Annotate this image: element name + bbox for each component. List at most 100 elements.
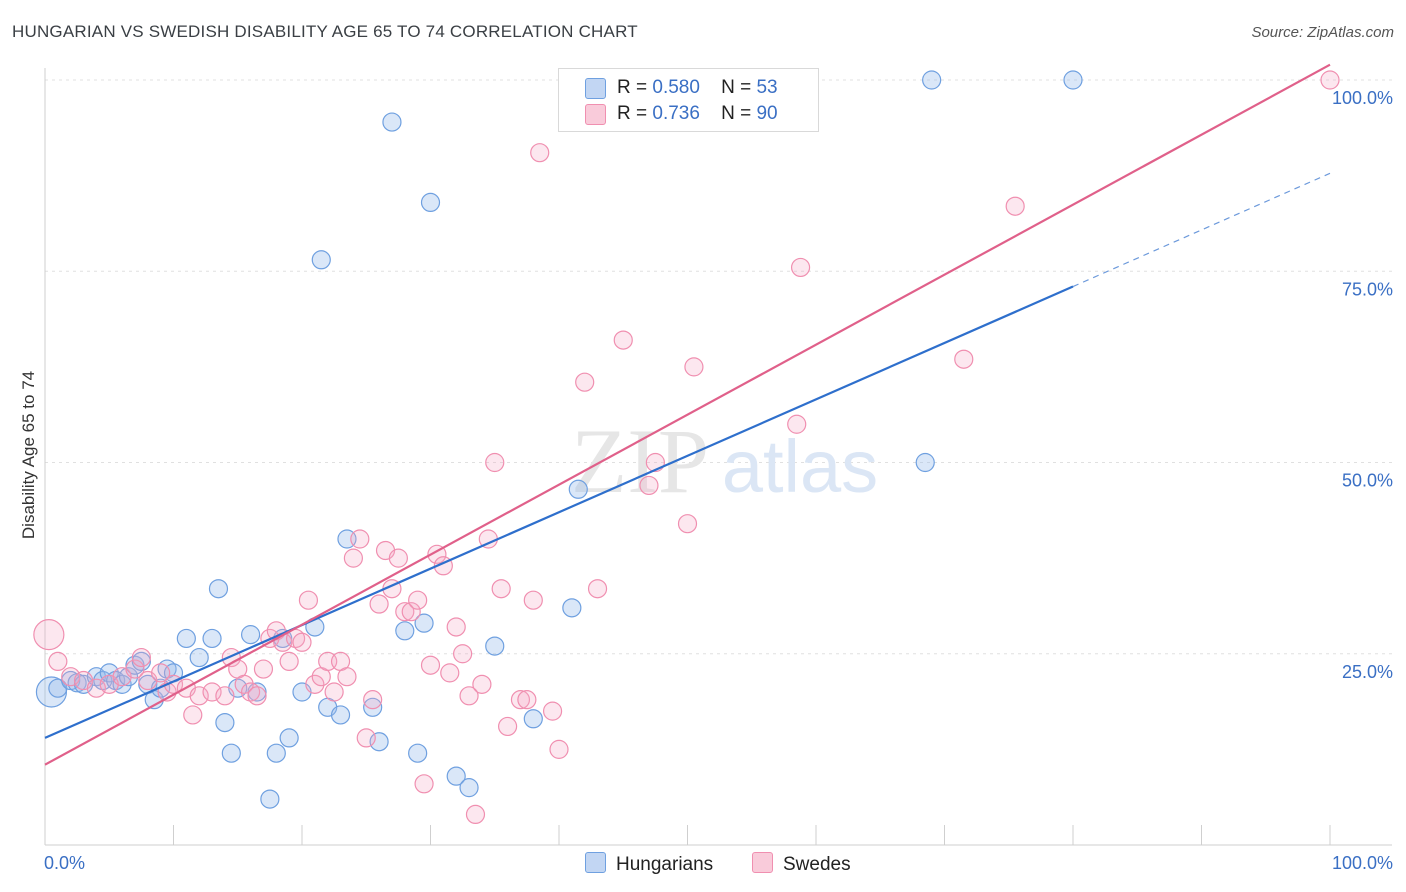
point-hungarians-45 xyxy=(459,778,479,798)
point-swedes-73 xyxy=(677,514,698,534)
tick-labels: 25.0% 50.0% 75.0% 100.0% 0.0% 100.0% xyxy=(44,88,1393,873)
trend-lines xyxy=(44,63,1331,766)
point-hungarians-23 xyxy=(221,743,241,763)
point-swedes-22 xyxy=(247,686,267,706)
point-swedes-56 xyxy=(465,804,486,825)
point-swedes-69 xyxy=(587,579,608,599)
legend-r-value-hungarians: 0.580 xyxy=(652,77,700,98)
point-swedes-67 xyxy=(549,739,569,759)
watermark-atlas: atlas xyxy=(722,425,878,508)
point-swedes-29 xyxy=(292,632,312,652)
point-hungarians-37 xyxy=(363,697,383,717)
legend-swatch-hungarians xyxy=(585,78,606,99)
point-hungarians-41 xyxy=(408,743,428,763)
point-hungarians-46 xyxy=(485,636,505,656)
point-swedes-34 xyxy=(324,682,344,702)
point-swedes-27 xyxy=(279,651,299,672)
point-swedes-62 xyxy=(510,690,531,710)
point-hungarians-21 xyxy=(208,579,229,599)
point-hungarians-19 xyxy=(189,647,209,668)
bottom-legend-swatch-swedes xyxy=(752,852,773,873)
point-hungarians-30 xyxy=(279,728,299,748)
bottom-legend-label-swedes: Swedes xyxy=(783,854,851,875)
point-hungarians-49 xyxy=(568,479,588,499)
point-swedes-70 xyxy=(613,330,633,350)
point-swedes-60 xyxy=(491,579,511,599)
point-swedes-48 xyxy=(414,774,434,794)
point-swedes-37 xyxy=(343,548,363,568)
point-swedes-7 xyxy=(125,659,145,679)
point-swedes-4 xyxy=(86,678,107,698)
point-hungarians-27 xyxy=(260,789,280,809)
point-hungarians-7 xyxy=(99,663,119,683)
point-swedes-80 xyxy=(790,257,811,278)
axes xyxy=(44,68,1392,846)
point-swedes-38 xyxy=(350,529,370,549)
point-swedes-10 xyxy=(151,663,171,683)
point-swedes-59 xyxy=(485,452,505,473)
trend-line-swedes xyxy=(44,63,1331,766)
chart-title: HUNGARIAN VS SWEDISH DISABILITY AGE 65 T… xyxy=(12,22,638,41)
point-hungarians-33 xyxy=(311,250,331,270)
point-swedes-23 xyxy=(253,659,274,679)
point-swedes-52 xyxy=(440,663,460,683)
point-swedes-20 xyxy=(234,674,254,694)
point-hungarians-47 xyxy=(523,709,543,729)
legend-n-value-swedes: 90 xyxy=(756,103,778,124)
point-hungarians-42 xyxy=(414,613,434,633)
legend-swatch-swedes xyxy=(585,104,606,125)
point-swedes-46 xyxy=(401,602,421,622)
point-swedes-53 xyxy=(446,617,466,637)
point-swedes-74 xyxy=(684,357,704,377)
point-swedes-14 xyxy=(183,705,203,725)
bottom-legend-swedes: Swedes xyxy=(752,852,851,876)
point-swedes-66 xyxy=(542,701,563,721)
point-swedes-79 xyxy=(787,414,807,434)
y-tick-label-4: 100.0% xyxy=(1332,88,1393,108)
watermark-zip: ZIP xyxy=(571,410,709,512)
legend-n-label: N = xyxy=(721,103,752,124)
bottom-legend-label-hungarians: Hungarians xyxy=(616,854,714,875)
point-swedes-63 xyxy=(517,690,537,710)
point-hungarians-52 xyxy=(1063,70,1083,90)
point-swedes-2 xyxy=(61,667,81,687)
y-tick-label-1: 25.0% xyxy=(1342,662,1393,682)
point-swedes-41 xyxy=(369,594,389,614)
legend-r-label: R = xyxy=(617,103,648,124)
legend-r-label: R = xyxy=(617,77,648,98)
trend-line-hungarians xyxy=(44,285,1074,739)
point-hungarians-25 xyxy=(241,625,261,645)
bottom-legend-swatch-hungarians xyxy=(585,852,606,873)
point-swedes-65 xyxy=(530,143,550,163)
point-swedes-61 xyxy=(498,716,518,737)
point-swedes-71 xyxy=(639,475,659,496)
watermark: ZIP atlas xyxy=(571,410,878,512)
point-swedes-49 xyxy=(420,655,441,675)
point-hungarians-18 xyxy=(176,628,196,649)
point-swedes-81 xyxy=(954,349,974,369)
point-hungarians-38 xyxy=(369,732,389,752)
point-swedes-17 xyxy=(215,686,235,706)
grid-lines xyxy=(45,79,1392,655)
point-swedes-57 xyxy=(472,674,492,694)
point-hungarians-10 xyxy=(118,667,139,687)
legend-r-value-swedes: 0.736 xyxy=(652,103,700,124)
point-hungarians-22 xyxy=(215,712,235,733)
point-swedes-68 xyxy=(575,372,595,392)
point-swedes-15 xyxy=(189,686,209,706)
point-swedes-82 xyxy=(1005,196,1025,216)
y-axis-label: Disability Age 65 to 74 xyxy=(19,371,38,539)
point-swedes-30 xyxy=(298,590,319,610)
y-tick-label-3: 75.0% xyxy=(1342,279,1393,299)
y-tick-label-2: 50.0% xyxy=(1342,471,1393,491)
point-swedes-16 xyxy=(202,682,222,702)
point-swedes-83 xyxy=(1320,70,1340,90)
point-swedes-0 xyxy=(33,619,65,651)
point-swedes-55 xyxy=(459,686,479,706)
point-hungarians-48 xyxy=(562,598,582,618)
stats-legend: R = 0.580 N = 53 R = 0.736 N = 90 xyxy=(558,68,819,132)
bottom-legend-hungarians: Hungarians xyxy=(585,852,713,876)
x-tick-label-1: 100.0% xyxy=(1332,853,1393,873)
point-hungarians-43 xyxy=(420,192,441,212)
